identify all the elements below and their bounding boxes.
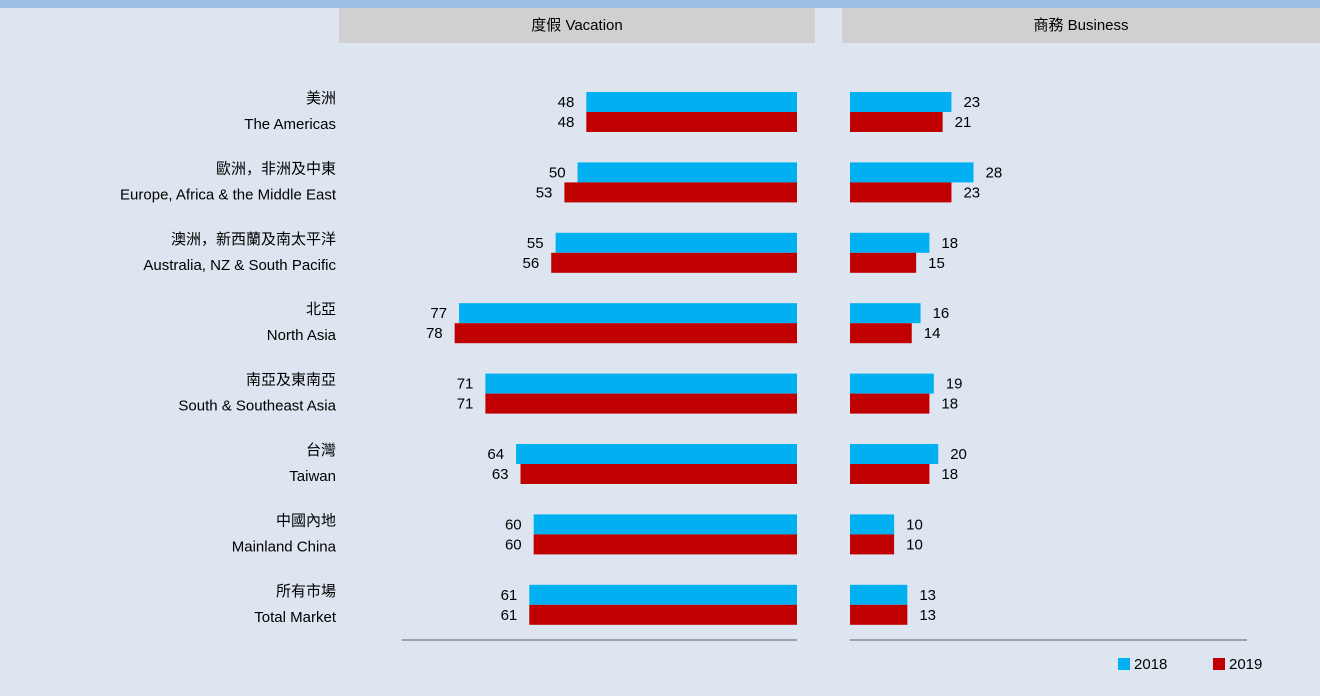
bar xyxy=(529,604,797,625)
header-box xyxy=(339,8,815,43)
value-label: 16 xyxy=(933,305,950,322)
bar xyxy=(850,303,921,324)
bar xyxy=(850,604,908,625)
bar xyxy=(586,92,797,112)
bar xyxy=(516,444,797,464)
value-label: 15 xyxy=(928,255,945,272)
value-label: 23 xyxy=(963,184,980,201)
bar xyxy=(586,112,797,132)
value-label: 53 xyxy=(536,184,553,201)
bar xyxy=(850,182,952,203)
value-label: 63 xyxy=(492,466,509,483)
category-label-en: The Americas xyxy=(244,116,336,133)
bar xyxy=(850,232,930,253)
bar xyxy=(850,464,930,484)
panel-title: 商務 Business xyxy=(1033,17,1128,34)
category-label: 美洲 xyxy=(306,90,336,107)
bar xyxy=(533,514,797,535)
value-label: 20 xyxy=(950,446,967,463)
value-label: 56 xyxy=(523,255,540,272)
bar xyxy=(520,464,797,484)
legend-label: 2018 xyxy=(1134,656,1167,673)
value-label: 14 xyxy=(924,325,941,342)
bar xyxy=(454,323,797,344)
category-label-en: Total Market xyxy=(254,609,337,626)
category-label: 南亞及東南亞 xyxy=(246,372,336,389)
value-label: 21 xyxy=(955,114,972,131)
bar xyxy=(850,584,908,605)
category-label-en: Australia, NZ & South Pacific xyxy=(143,257,336,274)
value-label: 71 xyxy=(457,376,474,393)
value-label: 78 xyxy=(426,325,443,342)
category-label-en: South & Southeast Asia xyxy=(178,398,336,415)
category-label-en: Europe, Africa & the Middle East xyxy=(120,186,337,203)
panel-title: 度假 Vacation xyxy=(531,17,622,34)
bar xyxy=(850,534,895,555)
bar xyxy=(564,182,797,203)
value-label: 13 xyxy=(919,607,936,624)
bar xyxy=(850,514,895,535)
category-label: 澳洲，新西蘭及南太平洋 xyxy=(171,231,336,248)
value-label: 18 xyxy=(941,396,958,413)
category-label: 中國內地 xyxy=(276,512,336,529)
value-label: 60 xyxy=(505,536,522,553)
bar xyxy=(555,232,797,253)
value-label: 61 xyxy=(501,607,518,624)
bar xyxy=(529,584,797,605)
value-label: 64 xyxy=(487,446,504,463)
value-label: 18 xyxy=(941,235,958,252)
bar xyxy=(577,162,797,183)
bar xyxy=(850,162,974,183)
value-label: 71 xyxy=(457,396,474,413)
value-label: 48 xyxy=(558,94,575,111)
top-band xyxy=(0,0,1320,8)
value-label: 77 xyxy=(430,305,447,322)
bar xyxy=(850,112,943,132)
value-label: 10 xyxy=(906,516,923,533)
bar xyxy=(850,393,930,414)
legend-swatch xyxy=(1213,658,1225,670)
category-label: 歐洲，非洲及中東 xyxy=(216,160,336,177)
bar xyxy=(850,252,917,273)
value-label: 48 xyxy=(558,114,575,131)
value-label: 50 xyxy=(549,164,566,181)
bar xyxy=(850,373,934,394)
legend-swatch xyxy=(1118,658,1130,670)
category-label-en: Mainland China xyxy=(232,538,337,555)
value-label: 28 xyxy=(986,164,1003,181)
value-label: 55 xyxy=(527,235,544,252)
value-label: 18 xyxy=(941,466,958,483)
bar xyxy=(485,373,797,394)
bar xyxy=(850,92,952,112)
value-label: 23 xyxy=(963,94,980,111)
category-label: 北亞 xyxy=(306,301,336,318)
value-label: 10 xyxy=(906,536,923,553)
bar xyxy=(850,444,939,464)
value-label: 13 xyxy=(919,587,936,604)
value-label: 61 xyxy=(501,587,518,604)
category-label: 台灣 xyxy=(306,442,336,459)
legend-label: 2019 xyxy=(1229,656,1262,673)
category-label-en: North Asia xyxy=(267,327,337,344)
value-label: 19 xyxy=(946,376,963,393)
value-label: 60 xyxy=(505,516,522,533)
category-label: 所有市場 xyxy=(276,583,336,600)
category-label-en: Taiwan xyxy=(289,468,336,485)
bar xyxy=(850,323,912,344)
bar xyxy=(533,534,797,555)
header-box xyxy=(842,8,1320,43)
bar xyxy=(485,393,797,414)
bar xyxy=(459,303,797,324)
bar xyxy=(551,252,797,273)
